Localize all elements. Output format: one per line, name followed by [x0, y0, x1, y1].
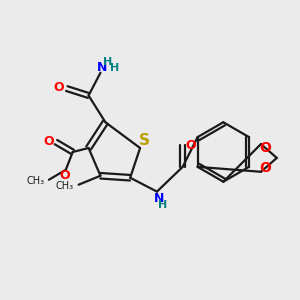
Text: H: H	[110, 63, 119, 73]
Text: S: S	[139, 133, 150, 148]
Text: CH₃: CH₃	[27, 176, 45, 186]
Text: O: O	[185, 139, 196, 152]
Text: N: N	[154, 192, 164, 205]
Text: H: H	[103, 57, 112, 67]
Text: O: O	[59, 169, 70, 182]
Text: CH₃: CH₃	[56, 181, 74, 191]
Text: O: O	[53, 81, 64, 94]
Text: O: O	[259, 141, 271, 155]
Text: H: H	[158, 200, 167, 211]
Text: N: N	[97, 61, 108, 74]
Text: O: O	[259, 161, 271, 175]
Text: O: O	[44, 135, 54, 148]
